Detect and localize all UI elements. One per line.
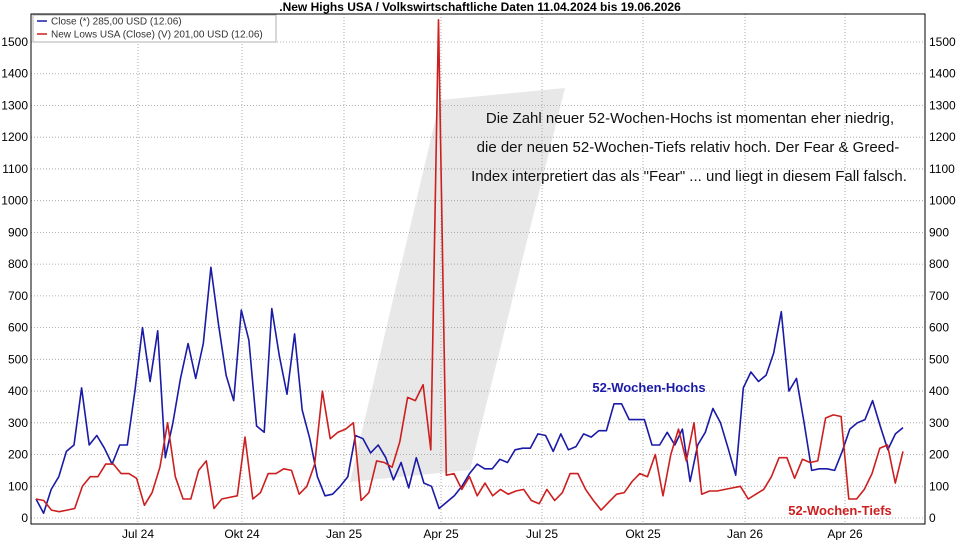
y-tick-label-left: 700 [8, 289, 28, 303]
y-tick-label-right: 1300 [929, 98, 956, 112]
x-tick-label: Okt 24 [224, 527, 260, 540]
x-tick-label: Jul 24 [122, 527, 154, 540]
series-label-lows: 52-Wochen-Tiefs [788, 503, 892, 518]
x-tick-label: Jan 26 [727, 527, 763, 540]
y-tick-label-right: 1100 [929, 162, 955, 176]
y-axis-right: 0 100 200 300 400 500 600 700 800 900 1000 1100 1200… [929, 35, 956, 525]
y-axis-left: 0 100 200 300 400 500 600 700 800 900 1000 1100 1200… [1, 35, 28, 525]
y-tick-label-left: 500 [8, 352, 28, 366]
y-tick-label-left: 800 [8, 257, 28, 271]
legend-label-highs: Close (*) 285,00 USD (12.06) [51, 17, 182, 28]
y-tick-label-left: 200 [8, 448, 28, 462]
y-tick-label-left: 900 [8, 225, 28, 239]
y-tick-label-right: 500 [929, 352, 949, 366]
legend-label-lows: New Lows USA (Close) (V) 201,00 USD (12.… [51, 30, 263, 41]
y-tick-label-left: 1400 [1, 67, 28, 81]
x-tick-label: Jul 25 [526, 527, 558, 540]
y-tick-label-left: 1500 [1, 35, 28, 49]
y-tick-label-right: 400 [929, 384, 949, 398]
y-tick-label-right: 600 [929, 321, 949, 335]
x-tick-label: Apr 25 [423, 527, 459, 540]
y-tick-label-right: 0 [929, 511, 936, 525]
watermark-logo [350, 88, 565, 482]
y-tick-label-right: 1200 [929, 130, 956, 144]
y-tick-label-right: 300 [929, 416, 949, 430]
y-tick-label-right: 900 [929, 225, 949, 239]
y-tick-label-left: 300 [8, 416, 28, 430]
y-tick-label-right: 1000 [929, 194, 956, 208]
plot-frame [30, 13, 926, 525]
series-line-lows [35, 18, 904, 513]
y-tick-label-right: 1500 [929, 35, 956, 49]
x-tick-label: Okt 25 [625, 527, 661, 540]
y-tick-label-left: 1200 [1, 130, 28, 144]
annotation-line-2: die der neuen 52-Wochen-Tiefs relativ ho… [477, 139, 900, 156]
y-tick-label-left: 1300 [1, 98, 28, 112]
x-axis: Jul 24 Okt 24 Jan 25 Apr 25 Jul 25 Okt 25 Jan … [122, 527, 863, 540]
y-tick-label-right: 700 [929, 289, 949, 303]
y-tick-label-right: 100 [929, 479, 949, 493]
annotation-line-3: Index interpretiert das als "Fear" ... u… [471, 168, 907, 185]
y-tick-label-left: 600 [8, 321, 28, 335]
legend: Close (*) 285,00 USD (12.06) New Lows US… [32, 14, 277, 43]
series-lines [35, 18, 904, 515]
annotation: Die Zahl neuer 52-Wochen-Hochs ist momen… [471, 110, 907, 185]
series-line-highs [35, 266, 904, 515]
series-label-highs: 52-Wochen-Hochs [592, 380, 705, 395]
y-tick-label-left: 1100 [2, 162, 28, 176]
grid [31, 14, 925, 524]
y-tick-label-right: 1400 [929, 67, 956, 81]
x-tick-label: Apr 26 [827, 527, 863, 540]
legend-box [32, 14, 277, 43]
y-tick-label-left: 100 [8, 479, 28, 493]
axes [30, 13, 926, 525]
y-tick-label-right: 200 [929, 448, 949, 462]
y-tick-label-left: 400 [8, 384, 28, 398]
chart-title: .New Highs USA / Volkswirtschaftliche Da… [279, 0, 681, 14]
y-tick-label-left: 1000 [1, 194, 28, 208]
y-tick-label-right: 800 [929, 257, 949, 271]
annotation-line-1: Die Zahl neuer 52-Wochen-Hochs ist momen… [486, 110, 894, 127]
x-tick-label: Jan 25 [326, 527, 362, 540]
y-tick-label-left: 0 [21, 511, 28, 525]
